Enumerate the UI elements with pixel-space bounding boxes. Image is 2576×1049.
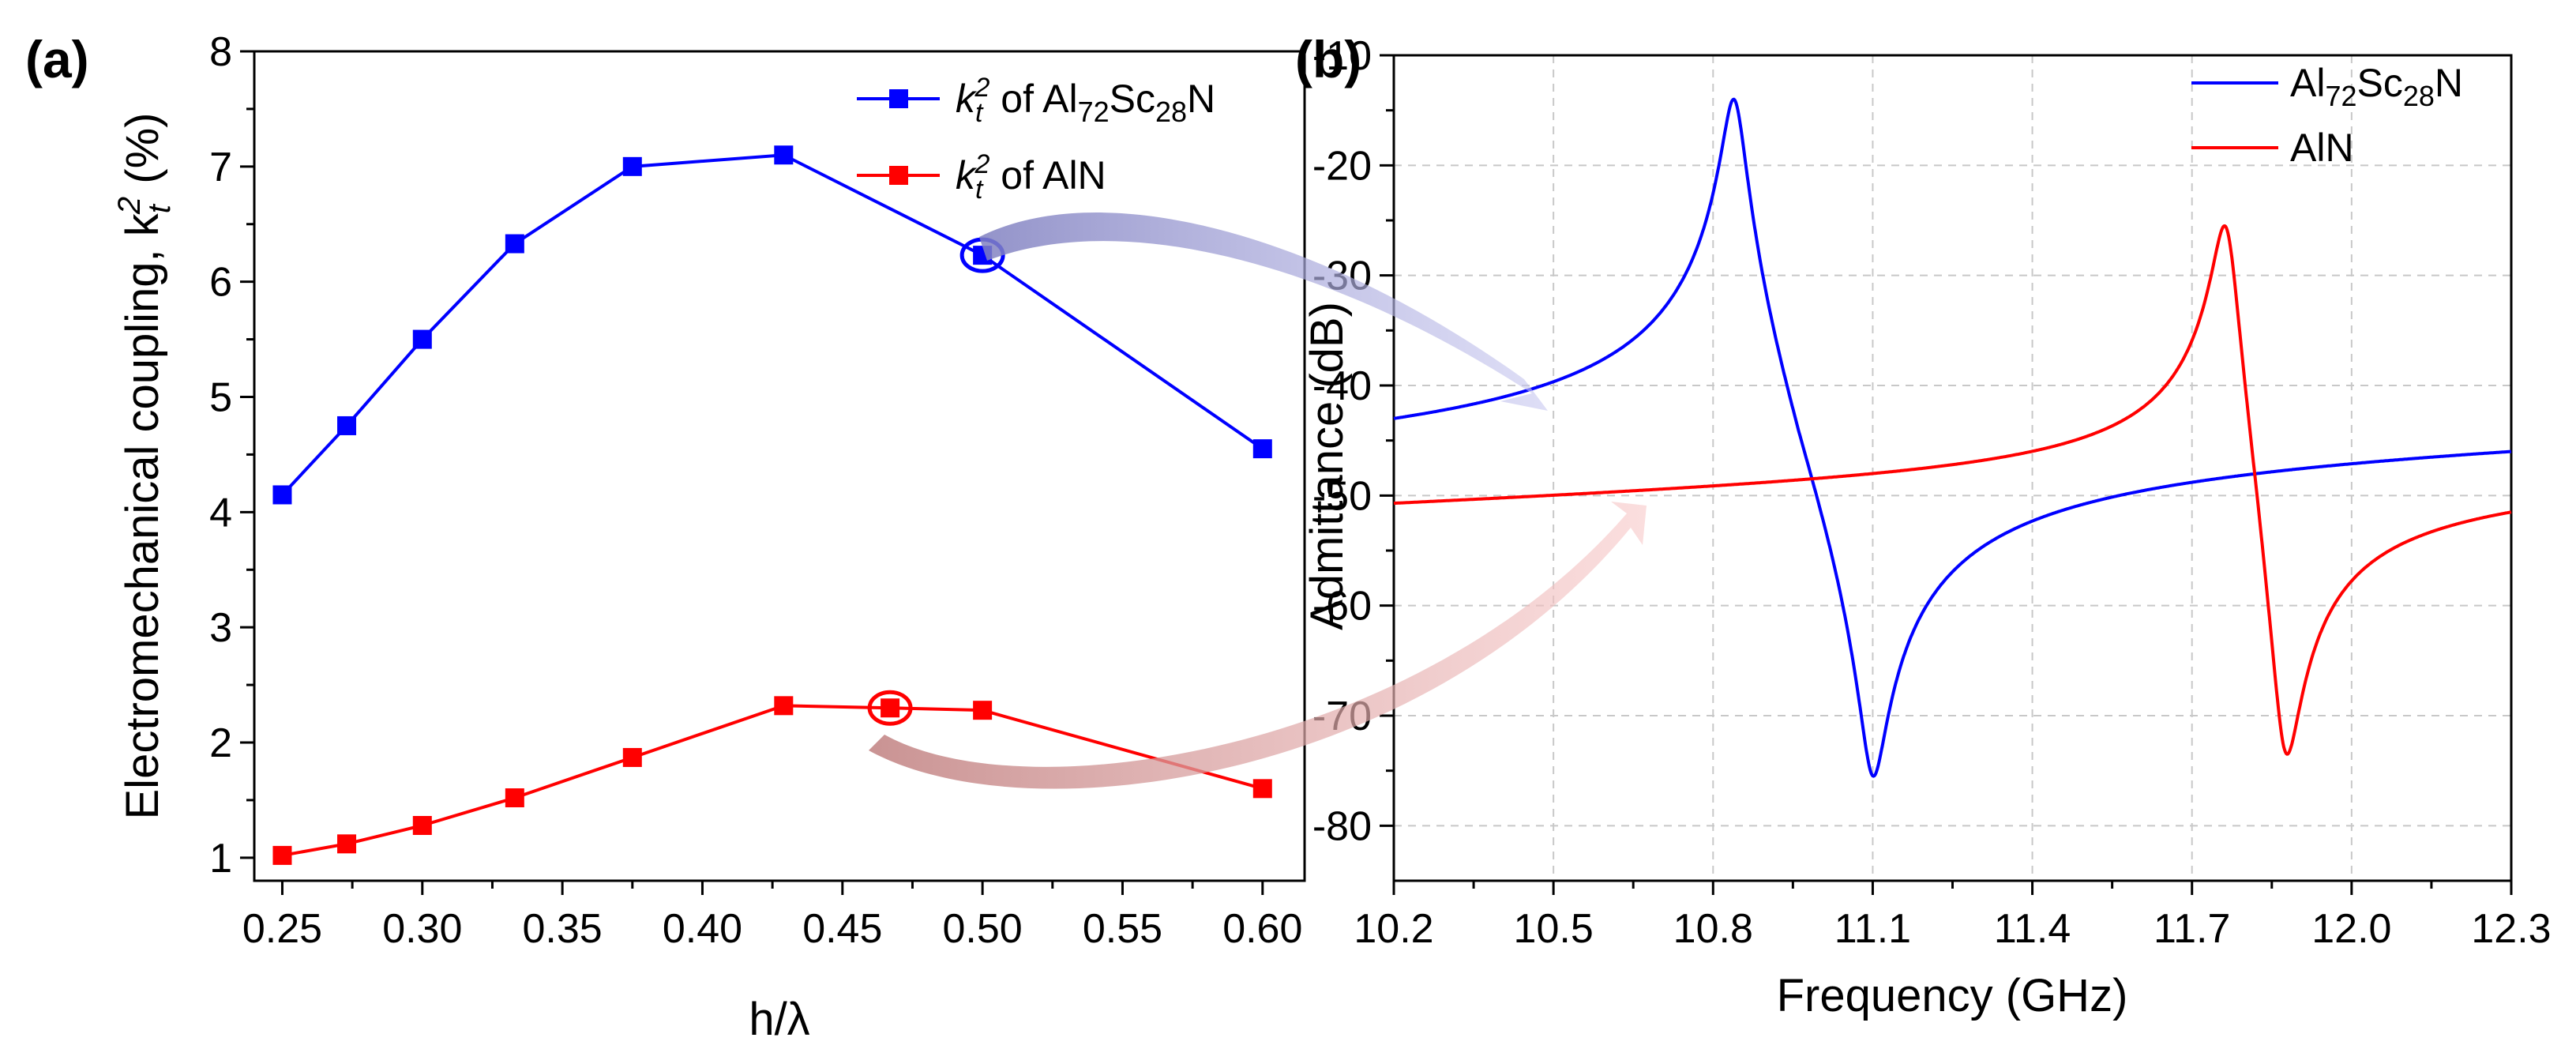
panel-b-label: (b) <box>1295 30 1361 88</box>
legend-label-aln: kt2 of AlN <box>956 149 1106 205</box>
panel-b-frame <box>1392 54 2513 882</box>
data-point-1 <box>412 816 432 835</box>
panel-a-legend: kt2 of Al72Sc28N kt2 of AlN <box>857 73 1215 205</box>
panel-b-y-axis-label: Admittance (dB) <box>1301 302 1353 630</box>
data-point-1 <box>1252 779 1272 799</box>
panel-b-x-axis-label: Frequency (GHz) <box>1777 970 2128 1021</box>
x-tick-label: 0.30 <box>382 906 462 952</box>
y-tick-label: 8 <box>209 29 232 75</box>
x-tick-label: 12.3 <box>2471 906 2551 952</box>
x-tick-label: 10.2 <box>1354 906 1433 952</box>
panel-b-series <box>1393 97 2512 778</box>
data-point-1 <box>337 834 357 854</box>
panel-b-y-tick-labels: -10-20-30-40-50-60-70-80 <box>1312 33 1372 849</box>
data-point-0 <box>505 234 524 254</box>
panel-a-y-tick-labels: 1 2 3 4 5 6 7 8 <box>209 29 232 882</box>
panel-b-x-tick-labels: 10.2 10.5 10.8 11.1 11.4 11.7 12.0 12.3 <box>1354 906 2551 952</box>
y-tick-label: -10 <box>1312 33 1372 79</box>
x-tick-label: 10.5 <box>1514 906 1594 952</box>
panel-b: (b) 10.2 10.5 10.8 11.1 11.4 11.7 12.0 12.3 -10… <box>1295 30 2552 1021</box>
y-tick-label: 3 <box>209 605 232 651</box>
x-tick-label: 0.25 <box>242 906 322 952</box>
connector-arrow-red <box>869 502 1647 789</box>
x-tick-label: 11.1 <box>1834 906 1911 952</box>
panel-b-legend: Al72Sc28N AlN <box>2191 61 2463 170</box>
series-line-b-1 <box>1393 224 2512 756</box>
panel-a-series <box>272 145 1272 865</box>
x-tick-label: 10.8 <box>1673 906 1753 952</box>
legend-label-b-alsc-n: Al72Sc28N <box>2290 61 2463 112</box>
y-tick-label: 1 <box>209 836 232 882</box>
y-tick-label: 6 <box>209 260 232 306</box>
data-point-1 <box>505 788 524 807</box>
highlight-circle-1 <box>867 690 913 726</box>
data-point-1 <box>622 747 642 767</box>
x-tick-label: 11.4 <box>1994 906 2071 952</box>
panel-b-gridlines <box>1393 55 2512 881</box>
data-point-0 <box>337 415 357 435</box>
panel-a-y-axis-label: Electromechanical coupling, kt2 (%) <box>112 113 177 820</box>
x-tick-label: 0.55 <box>1083 906 1162 952</box>
data-point-0 <box>412 329 432 349</box>
connector-arrows <box>869 212 1647 789</box>
series-line-0 <box>281 153 1264 496</box>
panel-a-label: (a) <box>25 30 89 88</box>
data-point-0 <box>272 485 292 505</box>
y-tick-label: 5 <box>209 375 232 421</box>
x-tick-label: 12.0 <box>2311 906 2391 952</box>
connector-arrow-blue <box>979 212 1548 411</box>
panel-b-tick-marks <box>1380 54 2513 895</box>
legend-entry-b-aln: AlN <box>2191 126 2354 170</box>
legend-entry-alsc-n: kt2 of Al72Sc28N <box>857 73 1215 128</box>
y-tick-label: -40 <box>1312 363 1372 409</box>
legend-label-b-aln: AlN <box>2290 126 2354 170</box>
x-tick-label: 11.7 <box>2154 906 2230 952</box>
x-tick-label: 0.45 <box>802 906 882 952</box>
y-tick-label: -20 <box>1312 143 1372 189</box>
x-tick-label: 0.60 <box>1222 906 1302 952</box>
panel-a-x-tick-labels: 0.25 0.30 0.35 0.40 0.45 0.50 0.55 0.60 <box>242 906 1303 952</box>
data-point-0 <box>1252 439 1272 459</box>
legend-entry-b-alsc-n: Al72Sc28N <box>2191 61 2463 112</box>
y-tick-label: 4 <box>209 490 232 536</box>
data-point-1 <box>973 701 993 720</box>
series-line-b-0 <box>1393 97 2512 778</box>
y-tick-label: 2 <box>209 720 232 766</box>
data-point-1 <box>272 845 292 865</box>
x-tick-label: 0.50 <box>943 906 1023 952</box>
data-point-1 <box>881 698 900 718</box>
legend-marker-alsc-n <box>889 89 908 108</box>
y-tick-label: 7 <box>209 145 232 190</box>
panel-a-x-axis-label: h/λ <box>749 994 809 1045</box>
data-point-0 <box>774 145 794 165</box>
data-point-1 <box>774 696 794 716</box>
x-tick-label: 0.35 <box>523 906 603 952</box>
panel-a-frame <box>253 50 1306 882</box>
y-tick-label: -60 <box>1312 584 1372 630</box>
panel-a: (a) 0.25 0.30 0.35 0.40 0.45 0.50 0.55 0.60 1 2 3… <box>25 29 1306 1045</box>
y-tick-label: -50 <box>1312 473 1372 519</box>
x-tick-label: 0.40 <box>663 906 742 952</box>
legend-marker-aln <box>889 166 908 185</box>
panel-a-tick-marks <box>240 50 1264 895</box>
legend-entry-aln: kt2 of AlN <box>857 149 1106 205</box>
y-tick-label: -80 <box>1312 803 1372 849</box>
data-point-0 <box>622 156 642 176</box>
legend-label-alsc-n: kt2 of Al72Sc28N <box>956 73 1215 128</box>
